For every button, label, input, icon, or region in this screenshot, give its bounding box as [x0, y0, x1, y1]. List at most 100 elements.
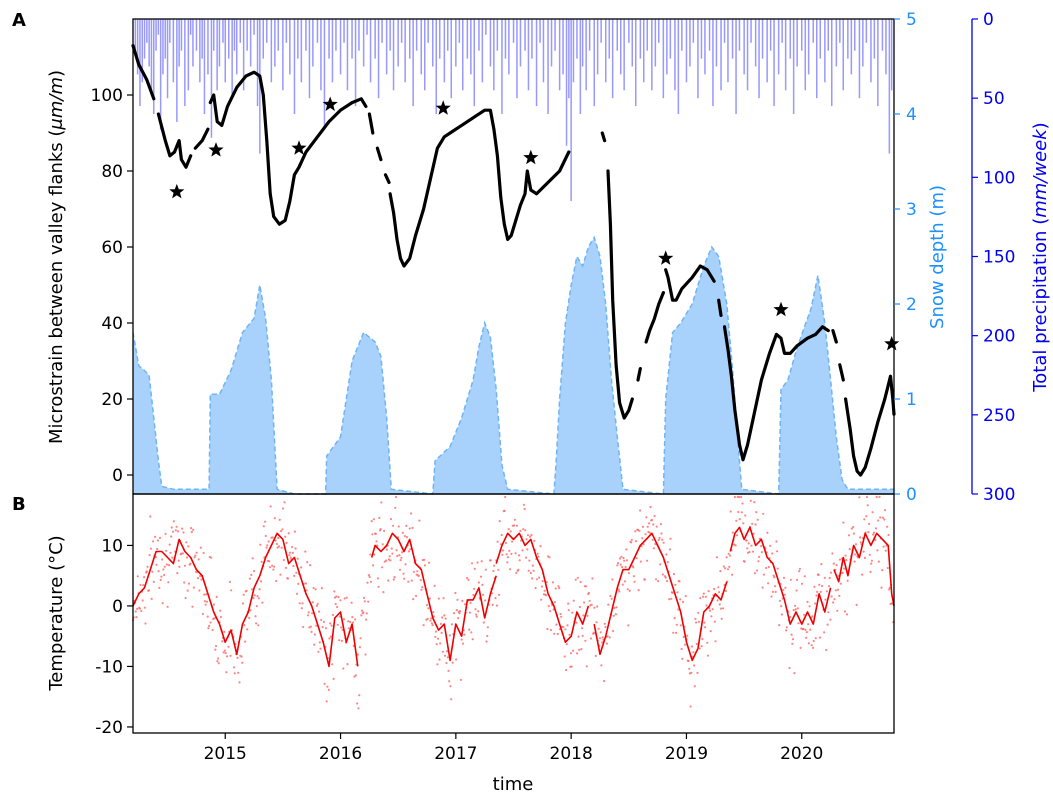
temperature-point [693, 664, 696, 667]
precipitation-bar [331, 19, 334, 83]
precipitation-bar [824, 19, 826, 83]
temperature-point [865, 515, 868, 518]
precipitation-bar [148, 19, 150, 67]
temperature-point [138, 607, 141, 610]
temperature-point [800, 582, 804, 585]
temperature-point [496, 540, 499, 543]
temperature-point [614, 613, 618, 616]
temperature-point [517, 554, 521, 557]
precipitation-bar [381, 19, 383, 43]
temperature-point [271, 536, 274, 539]
temperature-point [428, 597, 431, 600]
precipitation-bar [527, 19, 530, 91]
precipitation-bar [153, 19, 155, 114]
precipitation-bar [366, 19, 368, 35]
precipitation-bar [146, 19, 148, 43]
temperature-point [396, 554, 399, 558]
temperature-point [227, 645, 230, 648]
precipitation-bar [600, 19, 602, 43]
temperature-point [833, 598, 836, 601]
temperature-point [356, 702, 359, 705]
temperature-point [238, 681, 241, 684]
temperature-point [369, 553, 372, 556]
temperature-point [191, 605, 194, 608]
temperature-point [484, 568, 487, 571]
temperature-point [568, 633, 571, 636]
temperature-point [156, 539, 159, 542]
temperature-point [183, 564, 186, 567]
precipitation-bar [628, 19, 630, 43]
temperature-point [468, 611, 471, 614]
precipitation-bar [572, 19, 575, 83]
precipitation-bar [888, 19, 891, 154]
time-tick-label: 2015 [204, 744, 247, 764]
temperature-point [578, 605, 582, 609]
precipitation-bar [807, 19, 810, 75]
temperature-point [186, 589, 189, 592]
temperature-point [814, 637, 817, 640]
temperature-point [758, 555, 761, 559]
precipitation-bar [873, 19, 876, 59]
temperature-point [342, 618, 346, 621]
temperature-point [695, 642, 698, 646]
temperature-point [652, 547, 656, 550]
temperature-point [324, 627, 328, 630]
temperature-point [410, 512, 413, 515]
precipitation-bar [773, 19, 775, 107]
temperature-point [865, 495, 869, 499]
temperature-line-segment [495, 532, 590, 643]
temperature-point [363, 596, 366, 600]
temperature-point [690, 671, 693, 674]
temperature-point [576, 576, 579, 579]
temperature-point [589, 637, 593, 640]
temperature-point [693, 685, 696, 688]
precipitation-bar [159, 19, 162, 130]
temperature-point [168, 543, 171, 546]
temperature-point [245, 589, 248, 592]
temperature-point [672, 573, 676, 576]
temperature-point [709, 630, 712, 633]
precipitation-bar [385, 19, 388, 75]
temperature-point [735, 519, 738, 522]
temperature-point [288, 551, 292, 554]
temperature-point [805, 636, 808, 640]
temperature-point [417, 574, 420, 578]
precipitation-bars [134, 19, 893, 202]
temperature-point [666, 561, 669, 564]
precipitation-bar [239, 19, 241, 43]
precipitation-bar [727, 19, 729, 83]
temperature-point [304, 550, 307, 553]
precipitation-bar [588, 19, 591, 51]
temperature-point [531, 564, 535, 567]
temperature-point [773, 585, 777, 588]
temperature-point [775, 540, 778, 543]
time-tick-label: 2016 [319, 744, 362, 764]
temperature-point [498, 520, 501, 523]
precipitation-bar [723, 19, 726, 43]
snow-depth-tick-label: 3 [906, 200, 917, 220]
temperature-point [881, 569, 884, 572]
temperature-point [539, 545, 542, 548]
temperature-point [506, 556, 510, 559]
temperature-point [715, 556, 719, 559]
precipitation-bar [253, 19, 255, 35]
temperature-point [268, 560, 271, 563]
precipitation-bar [870, 19, 872, 83]
precipitation-bar [489, 19, 492, 67]
temperature-point [272, 568, 275, 571]
temperature-point [459, 678, 462, 682]
temperature-point [547, 605, 550, 608]
precipitation-bar [335, 19, 337, 51]
temperature-point [335, 595, 338, 598]
temperature-point [564, 628, 567, 631]
temperature-point [676, 591, 679, 594]
temperature-point [617, 588, 620, 591]
precipitation-bar [835, 19, 838, 67]
temperature-point [571, 611, 574, 614]
temperature-point [421, 586, 424, 589]
temperature-point [149, 515, 152, 518]
temperature-point [425, 604, 429, 607]
temperature-point [508, 568, 512, 571]
precipitation-bar [816, 19, 818, 99]
temperature-point [195, 551, 198, 554]
